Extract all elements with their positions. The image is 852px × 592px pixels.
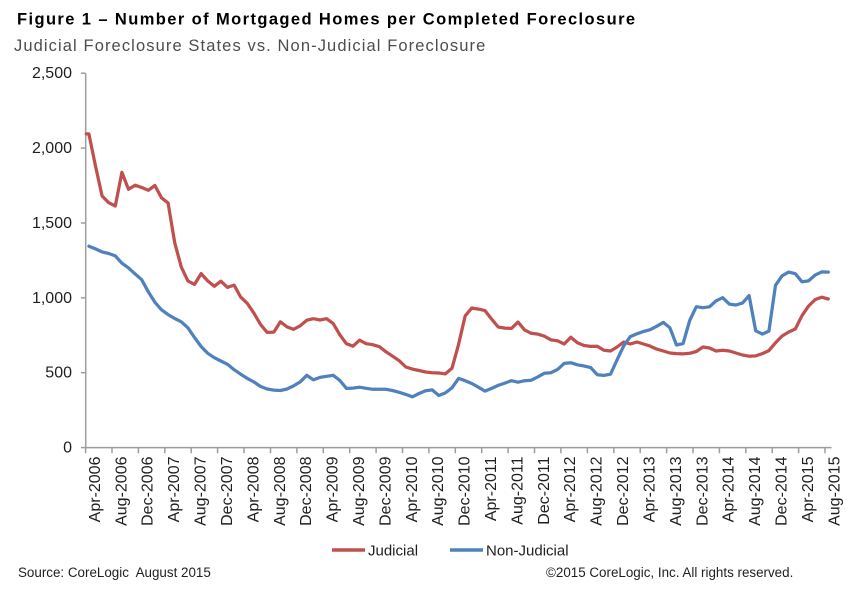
svg-text:Aug-2008: Aug-2008 [272,456,289,525]
svg-text:Dec-2006: Dec-2006 [140,456,157,525]
svg-text:Apr-2012: Apr-2012 [562,456,579,522]
svg-text:2,000: 2,000 [32,140,72,157]
svg-text:Apr-2009: Apr-2009 [325,456,342,522]
svg-text:Source: CoreLogic August 2015: Source: CoreLogic August 2015 [18,565,211,580]
svg-text:Aug-2010: Aug-2010 [430,456,447,525]
svg-text:1,500: 1,500 [32,215,72,232]
svg-text:Aug-2009: Aug-2009 [351,456,368,525]
svg-text:Apr-2015: Apr-2015 [800,456,817,522]
svg-text:Dec-2010: Dec-2010 [457,456,474,525]
svg-text:Aug-2011: Aug-2011 [509,456,526,524]
svg-text:Aug-2013: Aug-2013 [668,456,685,525]
svg-text:2,500: 2,500 [32,65,72,82]
svg-text:Aug-2012: Aug-2012 [589,456,606,525]
svg-text:Dec-2007: Dec-2007 [219,456,236,525]
svg-text:Dec-2009: Dec-2009 [377,456,394,525]
svg-text:Apr-2013: Apr-2013 [642,456,659,522]
svg-text:Judicial: Judicial [368,543,418,560]
svg-text:Dec-2013: Dec-2013 [694,456,711,525]
svg-text:Dec-2012: Dec-2012 [615,456,632,525]
svg-text:Aug-2007: Aug-2007 [193,456,210,525]
svg-text:500: 500 [45,365,72,382]
svg-text:Non-Judicial: Non-Judicial [486,543,569,560]
svg-text:Judicial Foreclosure States vs: Judicial Foreclosure States vs. Non-Judi… [14,37,486,55]
svg-text:Apr-2014: Apr-2014 [721,456,738,522]
svg-text:Apr-2010: Apr-2010 [404,456,421,522]
svg-text:Apr-2008: Apr-2008 [245,456,262,522]
svg-text:Dec-2008: Dec-2008 [298,456,315,525]
svg-text:0: 0 [63,440,72,457]
svg-text:Aug-2015: Aug-2015 [826,456,843,525]
svg-text:1,000: 1,000 [32,290,72,307]
svg-text:Dec-2014: Dec-2014 [774,456,791,525]
svg-text:Apr-2011: Apr-2011 [483,456,500,521]
svg-text:Apr-2006: Apr-2006 [87,456,104,522]
svg-text:Apr-2007: Apr-2007 [166,456,183,522]
svg-text:©2015 CoreLogic, Inc. All righ: ©2015 CoreLogic, Inc. All rights reserve… [546,565,793,580]
svg-text:Aug-2006: Aug-2006 [113,456,130,525]
svg-text:Dec-2011: Dec-2011 [536,456,553,524]
svg-text:Figure 1 – Number of Mortgaged: Figure 1 – Number of Mortgaged Homes per… [17,11,636,29]
svg-text:Aug-2014: Aug-2014 [747,456,764,525]
